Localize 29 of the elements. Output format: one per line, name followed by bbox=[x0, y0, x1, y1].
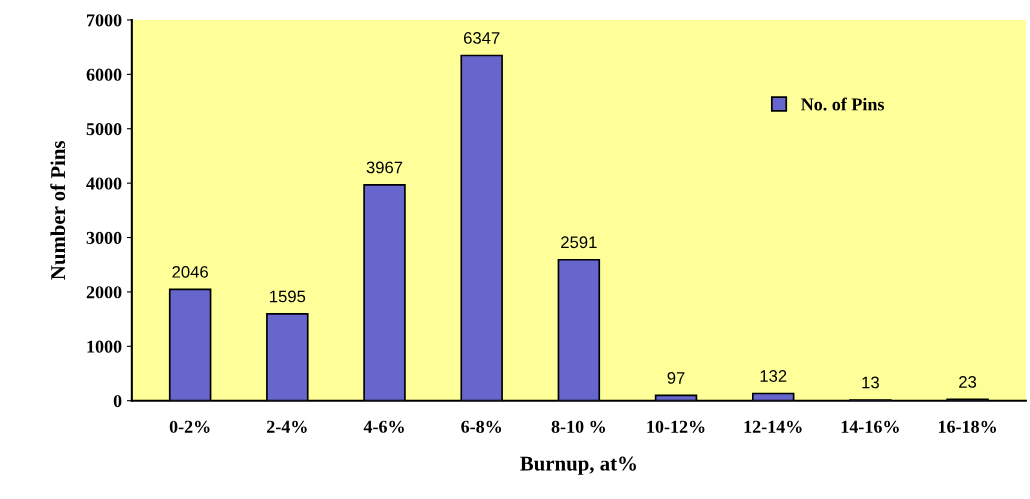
y-tick-label: 2000 bbox=[86, 286, 122, 299]
x-tick-label: 8-10 % bbox=[551, 420, 605, 433]
y-tick-label: 6000 bbox=[86, 68, 122, 81]
data-label: 97 bbox=[667, 371, 685, 384]
y-tick-label: 1000 bbox=[87, 340, 122, 353]
x-tick-label: 16-18% bbox=[938, 420, 996, 433]
y-tick-label: 4000 bbox=[86, 177, 122, 190]
data-label: 23 bbox=[959, 376, 977, 388]
data-label: 2591 bbox=[561, 236, 597, 249]
data-label: 3967 bbox=[366, 161, 403, 174]
x-tick-label: 10-12% bbox=[647, 420, 705, 433]
data-label: 6347 bbox=[463, 32, 500, 44]
data-label: 13 bbox=[862, 376, 879, 389]
data-label: 1595 bbox=[270, 290, 306, 303]
y-tick-label: 5000 bbox=[86, 123, 122, 136]
x-tick-label: 4-6% bbox=[363, 420, 404, 433]
x-tick-label: 14-16% bbox=[841, 420, 899, 433]
x-tick-label: 2-4% bbox=[267, 420, 307, 433]
data-label: 2046 bbox=[172, 265, 208, 278]
x-tick-label: 0-2% bbox=[169, 420, 210, 433]
x-axis-title: Burnup, at% bbox=[520, 456, 636, 475]
y-tick-label: 7000 bbox=[87, 14, 122, 27]
y-tick-label: 0 bbox=[113, 394, 122, 408]
data-label: 132 bbox=[760, 370, 787, 382]
legend-label: No. of Pins bbox=[801, 97, 885, 111]
y-axis-title: Number of Pins bbox=[50, 141, 66, 280]
x-tick-label: 12-14% bbox=[744, 420, 802, 433]
x-tick-label: 6-8% bbox=[461, 420, 502, 433]
y-tick-label: 3000 bbox=[86, 231, 122, 244]
